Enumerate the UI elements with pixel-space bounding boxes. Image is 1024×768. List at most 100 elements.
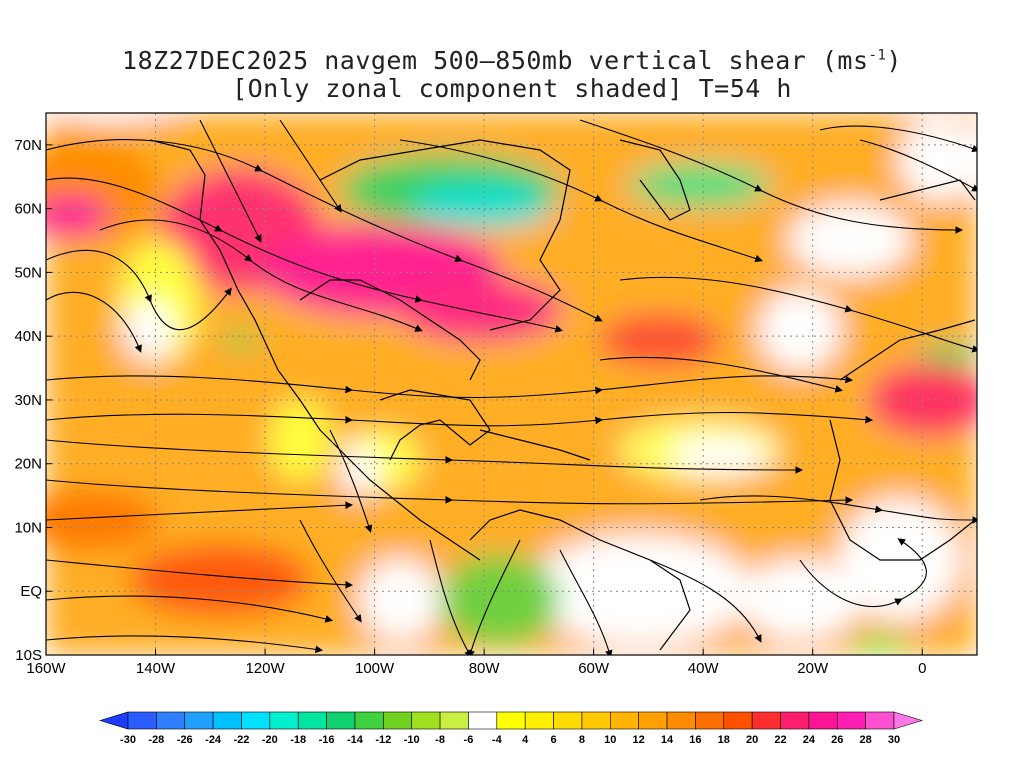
colorbar-label: -26 (177, 734, 193, 746)
colorbar: -30 -28 -26 -24 -22 -20 -18 -16 -14 -12 -10 -8 -6 -4 4… (98, 711, 924, 746)
streamline (329, 429, 373, 533)
colorbar-box (269, 711, 299, 730)
streamline (46, 291, 142, 353)
lat-tick-label: 30N (14, 392, 42, 409)
colorbar-label: 16 (689, 734, 701, 746)
colorbar-end-high (893, 711, 924, 730)
colorbar-label: -16 (319, 734, 335, 746)
colorbar-label: -22 (234, 734, 250, 746)
streamline (819, 125, 977, 153)
streamline (46, 439, 804, 474)
lat-tick-label: 60N (14, 201, 42, 218)
lon-tick-label: 20W (797, 660, 829, 677)
streamline (46, 595, 333, 623)
colorbar-label: -24 (205, 734, 222, 746)
colorbar-box (326, 711, 356, 730)
streamline (649, 559, 762, 643)
colorbar-box (695, 711, 725, 730)
streamline (399, 139, 763, 263)
plot-area (46, 113, 977, 655)
shear-shading (46, 113, 977, 655)
colorbar-box (666, 711, 696, 730)
lon-tick-label: 80W (469, 660, 501, 677)
streamline (699, 495, 977, 524)
colorbar-box (780, 711, 810, 730)
lat-tick-label: 40N (14, 328, 42, 345)
title-suffix: ) (886, 46, 902, 75)
colorbar-label: 8 (579, 734, 585, 746)
colorbar-box (581, 711, 611, 730)
colorbar-box (496, 711, 526, 730)
streamline (429, 539, 472, 655)
colorbar-label: 10 (604, 734, 616, 746)
plot-frame (45, 112, 978, 656)
colorbar-box (411, 711, 441, 730)
colorbar-label: 24 (803, 734, 816, 746)
colorbar-label: 26 (831, 734, 843, 746)
streamline (46, 249, 232, 331)
colorbar-box (609, 711, 639, 730)
lon-tick-label: 140W (136, 660, 176, 677)
lon-tick-label: 160W (26, 660, 66, 677)
lon-tick-label: 0 (918, 660, 926, 677)
lon-tick-label: 120W (245, 660, 285, 677)
streamline (199, 119, 262, 243)
colorbar-box (241, 711, 271, 730)
streamline (46, 375, 854, 399)
colorbar-label: -14 (347, 734, 364, 746)
colorbar-box (127, 711, 157, 730)
colorbar-label: -12 (375, 734, 391, 746)
lat-tick-label: 10N (14, 519, 42, 536)
latitude-labels: 70N 60N 50N 40N 30N 20N 10N EQ 10S (14, 137, 52, 664)
colorbar-label: 14 (661, 734, 674, 746)
streamline (467, 539, 521, 655)
lat-tick-label: 50N (14, 264, 42, 281)
streamline (279, 119, 342, 213)
colorbar-label: 6 (550, 734, 556, 746)
colorbar-label: -10 (404, 734, 420, 746)
lon-tick-label: 60W (578, 660, 610, 677)
colorbar-label: -30 (120, 734, 136, 746)
streamline (46, 635, 324, 654)
colorbar-box (836, 711, 866, 730)
colorbar-label: 20 (746, 734, 758, 746)
lon-tick-label: 40W (688, 660, 720, 677)
colorbar-box (439, 711, 469, 730)
colorbar-label: 4 (522, 734, 529, 746)
lat-tick-label: 70N (14, 137, 42, 154)
colorbar-box (553, 711, 583, 730)
streamline (619, 276, 977, 353)
colorbar-box (638, 711, 668, 730)
colorbar-label: -4 (492, 734, 503, 746)
colorbar-label: 28 (860, 734, 872, 746)
streamline (46, 479, 854, 505)
title-prefix: 18Z27DEC2025 navgem 500–850mb vertical s… (122, 46, 869, 75)
colorbar-box (468, 711, 498, 730)
colorbar-end-low (98, 711, 129, 730)
title-superscript: -1 (868, 47, 887, 64)
colorbar-label: -8 (435, 734, 445, 746)
colorbar-box (723, 711, 753, 730)
colorbar-label: 22 (774, 734, 786, 746)
streamline (559, 549, 613, 655)
colorbar-box (354, 711, 384, 730)
lat-tick-label: 20N (14, 456, 42, 473)
lat-tick-label: EQ (20, 583, 42, 600)
colorbar-label: -20 (262, 734, 278, 746)
colorbar-box (156, 711, 186, 730)
colorbar-label: -18 (290, 734, 306, 746)
colorbar-label: 18 (718, 734, 730, 746)
chart-title-line2: [Only zonal component shaded] T=54 h (232, 74, 792, 103)
chart-title-line1: 18Z27DEC2025 navgem 500–850mb vertical s… (0, 46, 1024, 75)
colorbar-box (865, 711, 895, 730)
colorbar-box (212, 711, 242, 730)
lon-tick-label: 100W (355, 660, 395, 677)
streamline (46, 501, 354, 521)
streamline (859, 139, 977, 192)
colorbar-box (383, 711, 413, 730)
streamline (46, 559, 354, 589)
colorbar-label: 12 (633, 734, 645, 746)
streamline (99, 219, 423, 332)
colorbar-label: -6 (464, 734, 474, 746)
